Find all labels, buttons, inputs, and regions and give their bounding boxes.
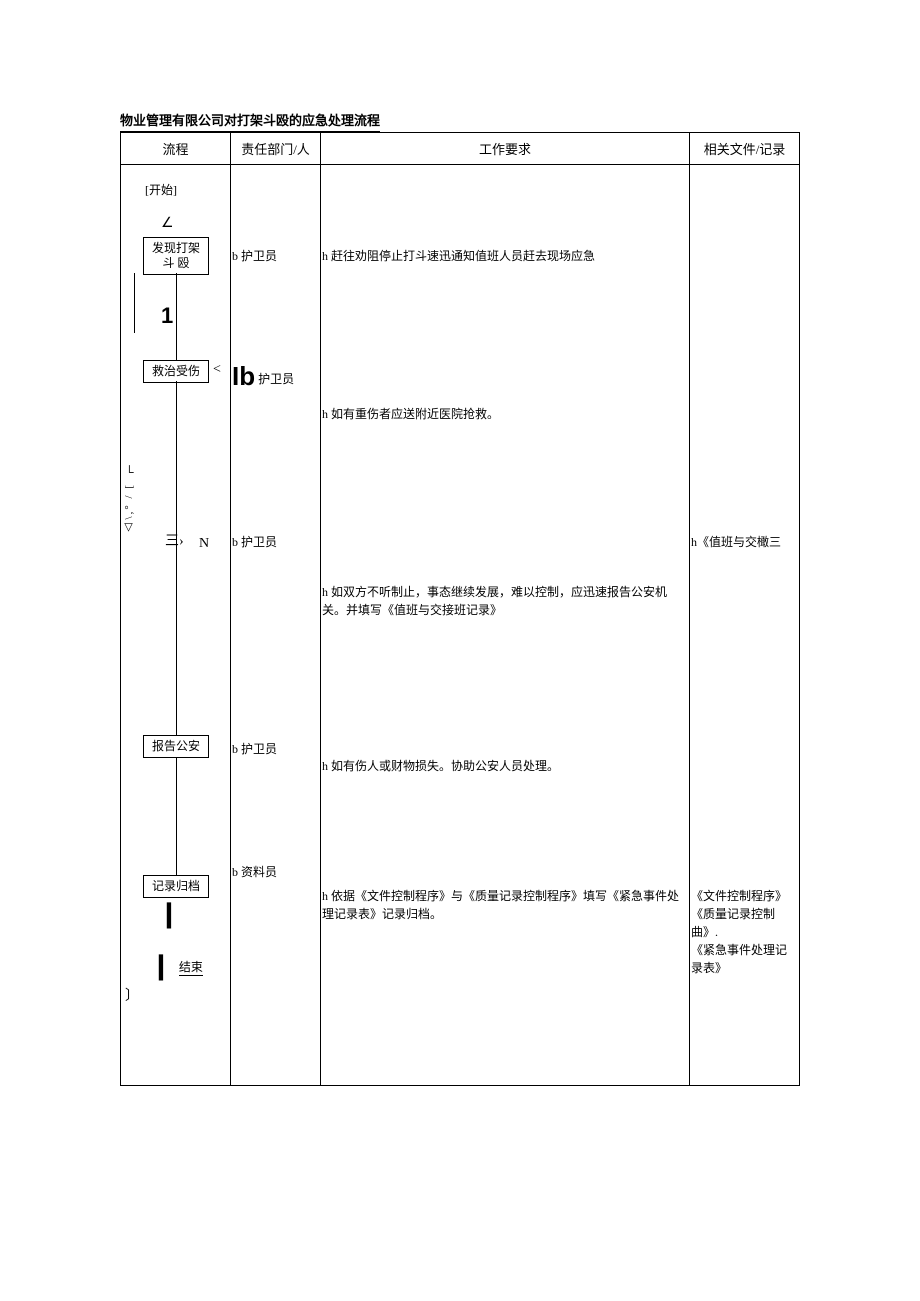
flow-connector-line <box>134 273 135 333</box>
responsible-3: b 护卫员 <box>231 533 277 550</box>
bar1-icon: ▎ <box>167 905 184 927</box>
responsible-2-label: 护卫员 <box>258 372 294 386</box>
responsible-1: b 护卫员 <box>231 247 277 264</box>
tri-icon: 三› <box>165 535 184 549</box>
page-title: 物业管理有限公司对打架斗殴的应急处理流程 <box>120 110 380 132</box>
flow-connector-line <box>176 381 177 735</box>
requirement-4: h 如有伤人或财物损失。协助公安人员处理。 <box>321 757 685 775</box>
requirement-3: h 如双方不听制止，事态继续发展，难以控制，应迅速报告公安机关。并填写《值班与交… <box>321 583 685 619</box>
table-header-row: 流程 责任部门/人 工作要求 相关文件/记录 <box>121 133 800 165</box>
col-docs-header: 相关文件/记录 <box>690 133 800 165</box>
col-requirement-header: 工作要求 <box>321 133 690 165</box>
requirement-1: h 赶往劝阻停止打斗速迅通知值班人员赶去现场应急 <box>321 247 685 265</box>
side-symbol-a: └ <box>125 465 134 479</box>
n-label: N <box>199 537 209 551</box>
requirement-5: h 依据《文件控制程序》与《质量记录控制程序》填写《紧急事件处理记录表》记录归档… <box>321 887 685 923</box>
flow-node-discover: 发现打架斗 殴 <box>143 237 209 275</box>
responsible-5: b 资料员 <box>231 863 277 880</box>
docs-cell: h《值班与交橄三 ­《文件控制程序》《质量记录控制曲》. 《紧急事件处理记录表》 <box>690 165 799 1085</box>
doc-ref-1: h《值班与交橄三 <box>690 533 797 551</box>
requirement-cell: h 赶往劝阻停止打斗速迅通知值班人员赶去现场应急 h 如有重伤者应送附近医院抢救… <box>321 165 689 1085</box>
responsible-2: Ib 护卫员 <box>231 361 294 392</box>
flow-cell: [开始] ∠ 发现打架斗 殴 1 救治受伤 < └ △\,° / [ 三› N … <box>121 165 230 1085</box>
lt-icon: < <box>213 363 221 377</box>
one-icon: 1 <box>161 305 173 327</box>
flow-node-rescue: 救治受伤 <box>143 360 209 383</box>
col-responsible-header: 责任部门/人 <box>231 133 321 165</box>
responsible-2-big: Ib <box>232 361 255 391</box>
requirement-2: h 如有重伤者应送附近医院抢救。 <box>321 405 685 423</box>
angle-icon: ∠ <box>161 217 174 231</box>
responsible-4: b 护卫员 <box>231 740 277 757</box>
flow-end-label: ▎ 结束 <box>159 957 203 979</box>
table-body-row: [开始] ∠ 发现打架斗 殴 1 救治受伤 < └ △\,° / [ 三› N … <box>121 165 800 1086</box>
flow-connector-line <box>176 273 177 360</box>
flow-connector-line <box>176 757 177 875</box>
process-table: 流程 责任部门/人 工作要求 相关文件/记录 [开始] ∠ 发现打架斗 殴 1 … <box>120 132 800 1086</box>
responsible-cell: b 护卫员 Ib 护卫员 b 护卫员 b 护卫员 b 资料员 <box>231 165 320 1085</box>
col-flow-header: 流程 <box>121 133 231 165</box>
flow-node-archive: 记录归档 <box>143 875 209 898</box>
flow-end-text: 结束 <box>179 960 203 976</box>
bar2-icon: ▎ <box>159 955 176 980</box>
flow-node-report-police: 报告公安 <box>143 735 209 758</box>
side-symbol-b: △\,° / [ <box>123 483 136 534</box>
flow-start-label: [开始] <box>145 183 177 197</box>
doc-ref-2: ­《文件控制程序》《质量记录控制曲》. 《紧急事件处理记录表》 <box>690 887 797 977</box>
bracket-icon: 〕 <box>125 990 139 1004</box>
